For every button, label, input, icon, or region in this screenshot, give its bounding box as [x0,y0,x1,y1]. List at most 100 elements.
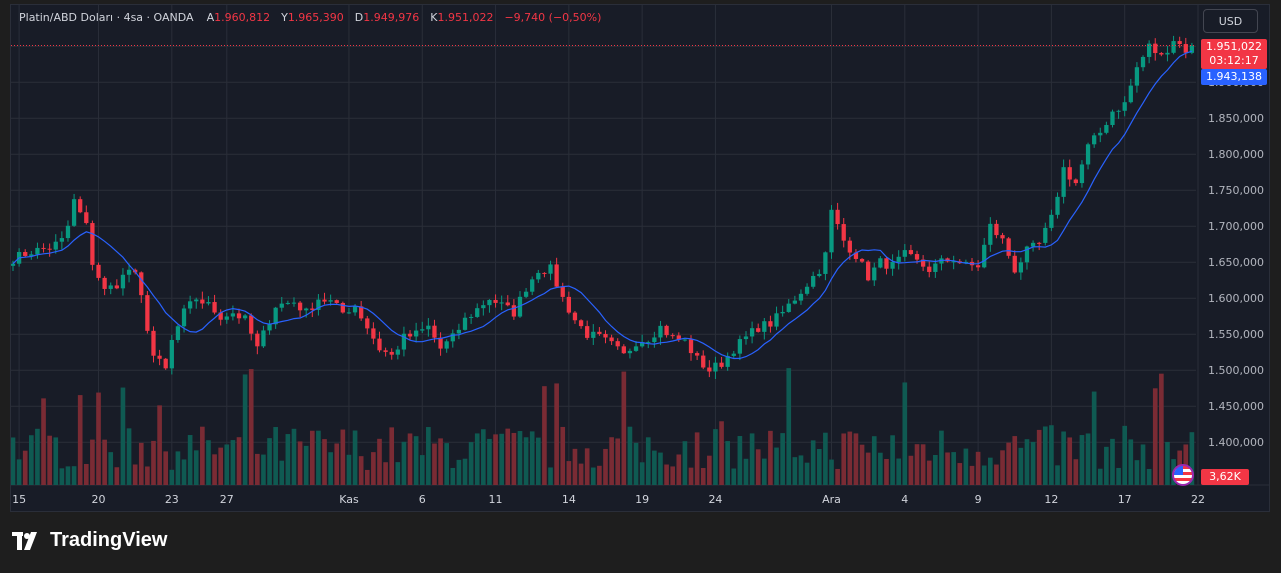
candle[interactable] [236,308,242,324]
candle[interactable] [456,323,462,340]
candle[interactable] [126,263,132,283]
candle[interactable] [517,291,523,318]
candle[interactable] [1037,241,1042,251]
candle[interactable] [120,268,126,296]
candle[interactable] [1183,37,1188,59]
candle[interactable] [1122,96,1127,117]
candle[interactable] [1189,42,1195,55]
candle[interactable] [743,331,749,345]
candle[interactable] [212,294,217,315]
candle[interactable] [90,220,95,271]
candle[interactable] [450,329,455,348]
candle[interactable] [261,325,266,348]
candle[interactable] [896,250,901,270]
candle[interactable] [969,258,975,271]
candle[interactable] [175,324,181,343]
candle[interactable] [291,297,297,307]
candle[interactable] [536,269,541,283]
candle[interactable] [163,357,168,370]
candle[interactable] [523,288,529,299]
candle[interactable] [151,326,156,363]
candle[interactable] [798,289,804,305]
candle[interactable] [853,249,859,263]
candle[interactable] [811,271,816,289]
candle[interactable] [1165,45,1170,62]
symbol-title[interactable]: Platin/ABD Doları · 4sa · OANDA [19,11,194,24]
candle[interactable] [591,324,596,345]
candle[interactable] [1006,236,1011,259]
candle[interactable] [310,302,315,318]
candle[interactable] [157,349,162,366]
candle[interactable] [493,294,498,308]
candle[interactable] [481,300,486,316]
candle[interactable] [139,271,144,303]
candle[interactable] [316,294,321,316]
candle[interactable] [627,348,633,359]
candle[interactable] [23,249,28,258]
candle[interactable] [365,315,370,335]
candle[interactable] [47,243,52,257]
candle[interactable] [939,255,944,271]
candle[interactable] [102,276,107,296]
candle[interactable] [633,340,639,352]
candle[interactable] [804,283,810,296]
price-chart[interactable]: 1.900,0001.850,0001.800,0001.750,0001.70… [11,5,1269,511]
candle[interactable] [982,237,987,269]
candle[interactable] [1116,109,1121,119]
candle[interactable] [78,196,83,214]
candle[interactable] [884,257,889,275]
candle[interactable] [713,356,718,379]
candle[interactable] [426,318,431,337]
candle[interactable] [407,330,413,340]
candle[interactable] [1146,40,1152,64]
candle[interactable] [1153,38,1158,61]
candle[interactable] [823,251,828,281]
candle[interactable] [383,347,388,357]
candle[interactable] [676,332,681,342]
candle[interactable] [414,322,419,343]
candle[interactable] [1098,127,1103,143]
tradingview-logo[interactable]: TradingView [12,529,167,552]
candle[interactable] [1055,192,1060,219]
candle[interactable] [194,297,199,309]
candle[interactable] [11,260,16,271]
candle[interactable] [927,261,932,278]
candle[interactable] [242,313,248,321]
candle[interactable] [1030,240,1036,252]
candle[interactable] [719,356,724,369]
candle[interactable] [737,335,743,361]
candle[interactable] [756,323,761,333]
price-axis[interactable]: 1.900,0001.850,0001.800,0001.750,0001.70… [1208,76,1264,449]
candle[interactable] [438,332,443,356]
candle[interactable] [664,324,669,338]
candle[interactable] [542,272,547,278]
candle[interactable] [597,327,602,336]
candle[interactable] [1104,121,1109,135]
candle[interactable] [890,254,895,276]
candle[interactable] [566,291,571,315]
candle[interactable] [902,244,907,262]
candle[interactable] [774,306,779,331]
candle[interactable] [255,330,260,355]
candle[interactable] [872,262,877,286]
candle[interactable] [359,300,364,321]
candle[interactable] [59,231,65,250]
candle[interactable] [780,305,785,317]
candle[interactable] [933,259,938,278]
candle[interactable] [725,352,730,371]
candle[interactable] [322,292,327,305]
candle[interactable] [145,290,150,334]
candle[interactable] [786,299,791,313]
candle[interactable] [84,205,89,225]
candle[interactable] [1092,132,1097,148]
candle[interactable] [346,307,352,315]
candle[interactable] [297,300,303,318]
candle[interactable] [1043,222,1048,246]
candle[interactable] [1073,178,1078,186]
candle[interactable] [609,334,614,346]
candle[interactable] [994,219,999,239]
candles[interactable] [11,35,1195,379]
candle[interactable] [841,218,846,248]
candle[interactable] [621,344,626,354]
candle[interactable] [444,339,449,353]
